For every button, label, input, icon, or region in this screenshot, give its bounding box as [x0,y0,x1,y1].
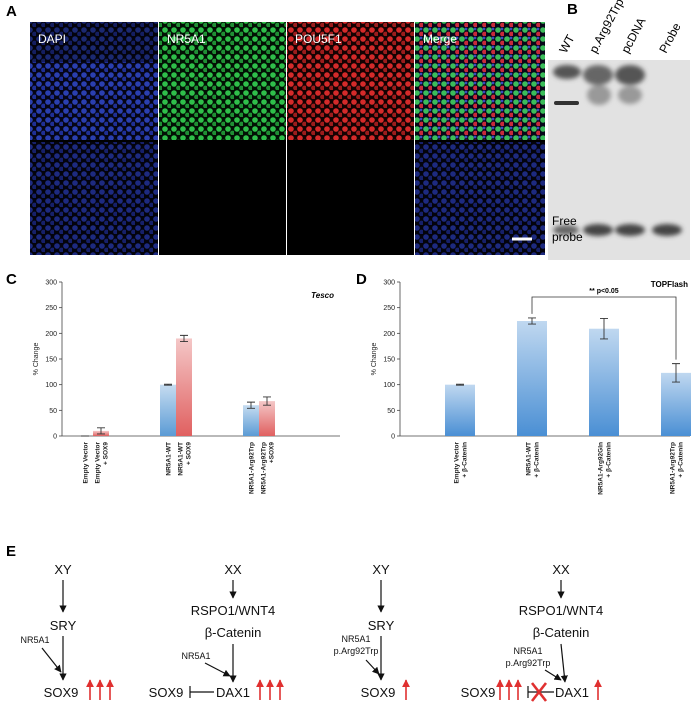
x-tick-label: Empty Vector [454,442,461,484]
error-bar [263,396,271,406]
chart-title: TOPFlash [651,280,688,289]
y-tick-label: 200 [45,331,57,338]
x-tick-label: NR5A1-Arg92Gln [598,442,605,495]
bar [661,372,691,436]
node: SOX9 [149,685,184,700]
node: SOX9 [361,685,396,700]
error-bar [180,334,188,342]
error-bar [97,427,105,435]
block-mark [530,682,548,702]
significance-bracket [531,296,677,360]
annotation: ** p<0.05 [589,288,618,295]
gel [548,60,690,260]
error-bar [456,383,464,386]
node: DAX1 [555,685,589,700]
x-tick-label: + β-Catenin [678,442,685,478]
node: SOX9 [461,685,496,700]
regulator: NR5A1 [181,651,210,661]
node: XX [224,562,242,577]
x-tick-label: + β-Catenin [606,442,613,478]
y-tick-label: 300 [383,280,395,287]
free-probe-label: probe [552,230,583,244]
regulator: NR5A1 [341,634,370,644]
x-tick-label: + SOX9 [186,442,193,465]
y-tick-label: 250 [383,305,395,312]
x-tick-label: Empty Vector [83,442,90,484]
arrow [365,659,380,675]
x-tick-label: NR5A1-WT [166,442,173,476]
node: DAX1 [216,685,250,700]
error-bar [600,317,608,340]
bar [176,338,192,436]
image-label: POU5F1 [295,32,342,46]
error-bar [528,317,536,325]
y-axis-label: % Change [33,343,40,376]
error-bar [247,401,255,409]
arrow [204,662,231,677]
free-probe-label: Free [552,214,577,228]
image-label: Merge [423,32,457,46]
x-tick-label: +SOX9 [269,442,276,464]
x-tick-label: NR5A1-Arg92Trp [249,442,256,494]
bar [243,405,259,436]
panel-letter: A [6,3,17,20]
y-axis-label: % Change [371,343,378,376]
node: XY [54,562,72,577]
pathway-diagrams: XY SRY NR5A1 SOX9 XX RSPO1/WNT4 β-Cateni… [20,562,604,702]
y-tick-label: 200 [383,331,395,338]
y-tick-label: 100 [45,382,57,389]
x-tick-label: NR5A1-WT [526,442,533,476]
regulator: p.Arg92Trp [506,658,551,668]
y-tick-label: 100 [383,382,395,389]
image-label: DAPI [38,32,66,46]
micrographs [30,22,545,255]
panel-letter: E [6,543,16,560]
y-tick-label: 300 [45,280,57,287]
node: SRY [368,618,395,633]
chart-title: Tesco [311,291,334,300]
panel-letter: D [356,271,367,288]
x-tick-label: Empty Vector [95,442,102,484]
bar [445,384,475,436]
arrow [560,643,568,683]
x-tick-label: + SOX9 [103,442,110,465]
y-tick-label: 0 [391,434,395,441]
x-tick-label: NR5A1-WT [178,442,185,476]
image-label: NR5A1 [167,32,206,46]
y-tick-label: 250 [45,305,57,312]
x-tick-label: NR5A1-Arg92Trp [670,442,677,494]
node: XX [552,562,570,577]
error-bar [672,363,680,383]
y-tick-label: 0 [53,434,57,441]
x-tick-label: NR5A1-Arg92Trp [261,442,268,494]
bar [589,328,619,436]
y-tick-label: 150 [383,357,395,364]
node: SRY [50,618,77,633]
panel-letter: B [567,1,578,18]
node: RSPO1/WNT4 [191,603,276,618]
node: RSPO1/WNT4 [519,603,604,618]
y-tick-label: 50 [49,408,57,415]
panel-letter: C [6,271,17,288]
x-tick-label: + β-Catenin [534,442,541,478]
bar [517,321,547,436]
regulator: NR5A1 [513,646,542,656]
regulator: NR5A1 [20,635,49,645]
y-tick-label: 50 [387,408,395,415]
node: XY [372,562,390,577]
error-bar [164,383,172,386]
arrow [41,647,62,673]
x-tick-label: + β-Catenin [462,442,469,478]
node: β-Catenin [533,625,590,640]
node: SOX9 [44,685,79,700]
node: β-Catenin [205,625,262,640]
regulator: p.Arg92Trp [334,646,379,656]
bar [160,384,176,436]
arrow [544,669,562,681]
bar [259,401,275,436]
y-tick-label: 150 [45,357,57,364]
